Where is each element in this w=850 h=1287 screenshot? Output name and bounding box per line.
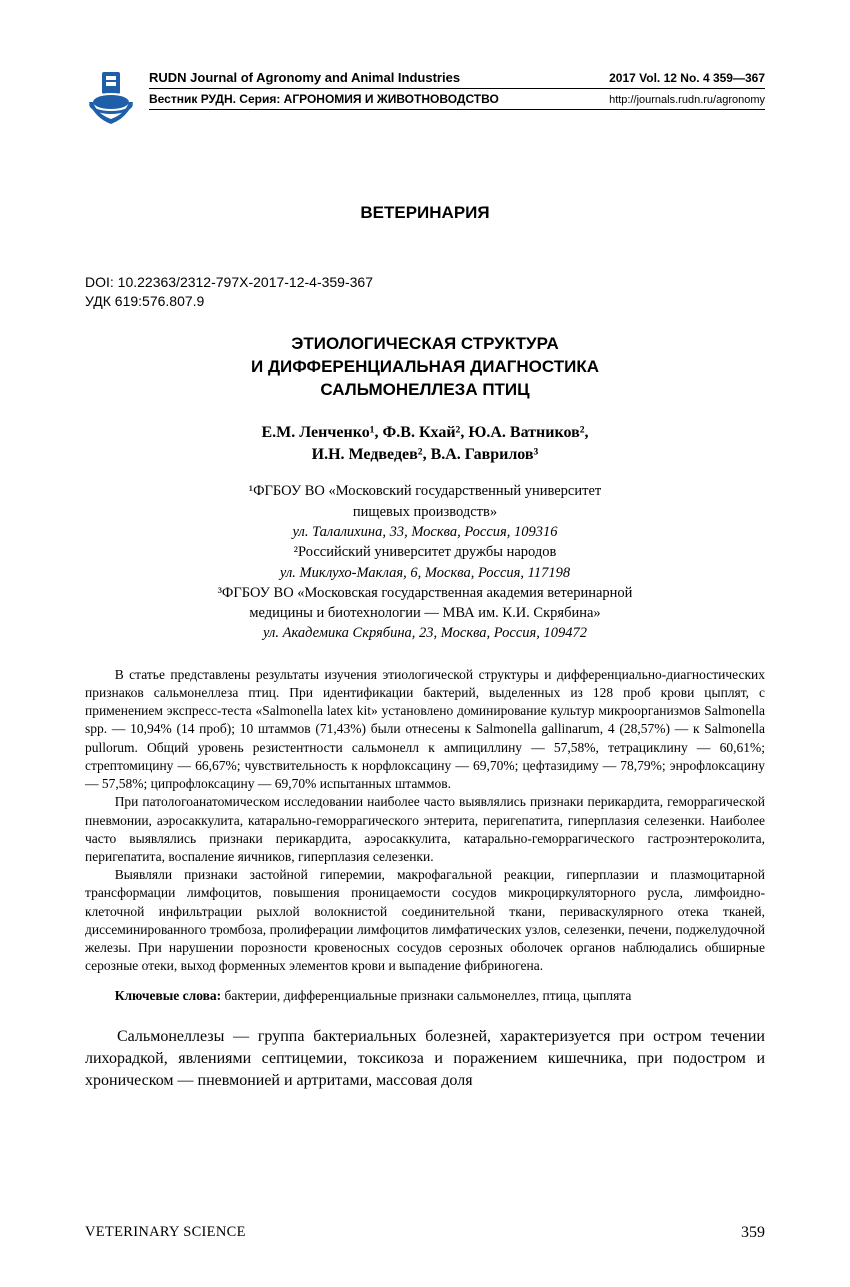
authors-line-2: И.Н. Медведев², В.А. Гаврилов³ — [85, 444, 765, 466]
title-line-3: САЛЬМОНЕЛЛЕЗА ПТИЦ — [85, 379, 765, 402]
body-text: Сальмонеллезы — группа бактериальных бол… — [85, 1026, 765, 1093]
affiliation-1-name: ¹ФГБОУ ВО «Московский государственный ун… — [85, 481, 765, 501]
abstract-para-1: В статье представлены результаты изучени… — [85, 666, 765, 794]
journal-name-ru: Вестник РУДН. Серия: АГРОНОМИЯ И ЖИВОТНО… — [149, 92, 499, 106]
keywords-label: Ключевые слова: — [115, 988, 221, 1003]
authors-line-1: Е.М. Ленченко¹, Ф.В. Кхай², Ю.А. Ватнико… — [85, 422, 765, 444]
affiliations: ¹ФГБОУ ВО «Московский государственный ун… — [85, 481, 765, 643]
footer-section-label: VETERINARY SCIENCE — [85, 1224, 246, 1242]
affiliation-2-address: ул. Миклухо-Маклая, 6, Москва, Россия, 1… — [85, 563, 765, 583]
journal-header: RUDN Journal of Agronomy and Animal Indu… — [85, 70, 765, 128]
authors: Е.М. Ленченко¹, Ф.В. Кхай², Ю.А. Ватнико… — [85, 422, 765, 467]
journal-url: http://journals.rudn.ru/agronomy — [609, 94, 765, 106]
title-line-1: ЭТИОЛОГИЧЕСКАЯ СТРУКТУРА — [85, 333, 765, 356]
doi: DOI: 10.22363/2312-797X-2017-12-4-359-36… — [85, 273, 765, 292]
section-heading: ВЕТЕРИНАРИЯ — [85, 203, 765, 223]
journal-name-en: RUDN Journal of Agronomy and Animal Indu… — [149, 70, 460, 85]
rudn-logo-icon — [85, 70, 137, 128]
affiliation-3-name: ³ФГБОУ ВО «Московская государственная ак… — [85, 583, 765, 603]
keywords: Ключевые слова: бактерии, дифференциальн… — [85, 987, 765, 1005]
page-number: 359 — [741, 1224, 765, 1242]
affiliation-3-name2: медицины и биотехнологии — МВА им. К.И. … — [85, 603, 765, 623]
page-footer: VETERINARY SCIENCE 359 — [85, 1224, 765, 1242]
affiliation-2-name: ²Российский университет дружбы народов — [85, 542, 765, 562]
identifiers: DOI: 10.22363/2312-797X-2017-12-4-359-36… — [85, 273, 765, 311]
keywords-text: бактерии, дифференциальные признаки саль… — [221, 988, 631, 1003]
title-line-2: И ДИФФЕРЕНЦИАЛЬНАЯ ДИАГНОСТИКА — [85, 356, 765, 379]
affiliation-1-address: ул. Талалихина, 33, Москва, Россия, 1093… — [85, 522, 765, 542]
affiliation-1-name2: пищевых производств» — [85, 502, 765, 522]
abstract-para-3: Выявляли признаки застойной гиперемии, м… — [85, 866, 765, 975]
affiliation-3-address: ул. Академика Скрябина, 23, Москва, Росс… — [85, 623, 765, 643]
abstract-para-2: При патологоанатомическом исследовании н… — [85, 793, 765, 866]
issue-info: 2017 Vol. 12 No. 4 359—367 — [609, 71, 765, 85]
body-para-1: Сальмонеллезы — группа бактериальных бол… — [85, 1026, 765, 1093]
article-title: ЭТИОЛОГИЧЕСКАЯ СТРУКТУРА И ДИФФЕРЕНЦИАЛЬ… — [85, 333, 765, 402]
udc: УДК 619:576.807.9 — [85, 292, 765, 311]
abstract: В статье представлены результаты изучени… — [85, 666, 765, 976]
